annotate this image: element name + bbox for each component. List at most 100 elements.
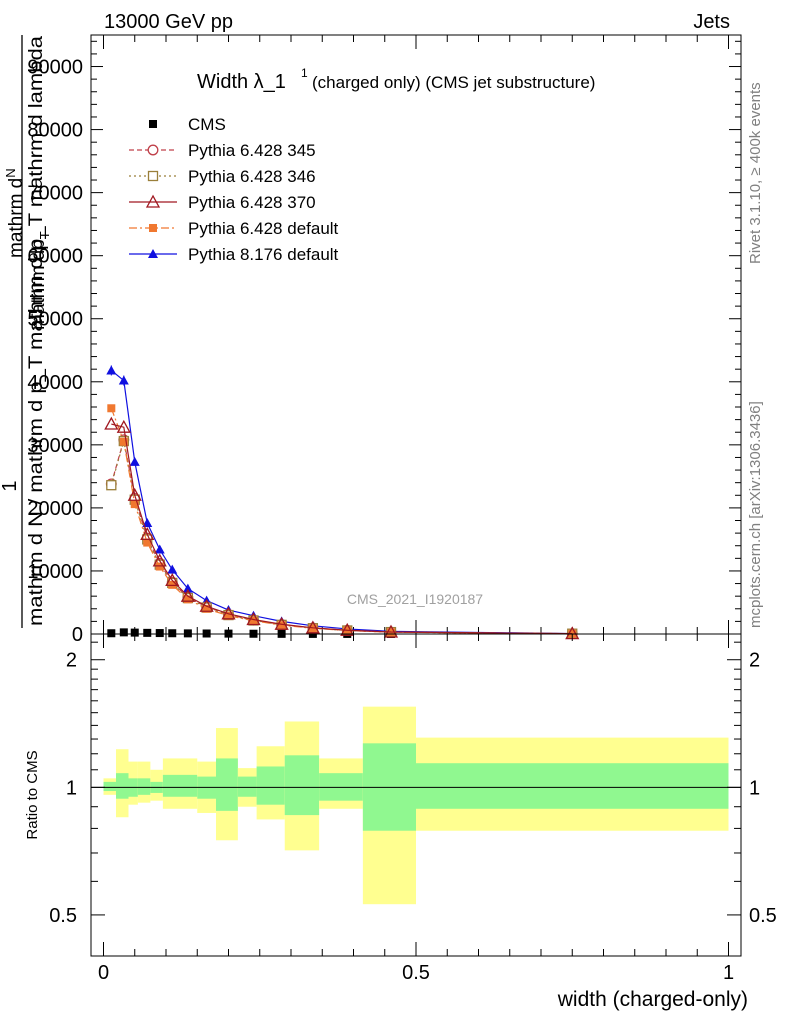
y-label-dpT: mathrm dpT (28, 231, 52, 330)
data-point-cms (143, 628, 152, 637)
ratio-y-ticks: 0.5 0.5 1 1 2 2 (49, 641, 777, 927)
ratio-y-tick-label: 2 (66, 650, 77, 672)
data-point-p6def (143, 538, 152, 547)
data-point-p370 (140, 527, 155, 541)
legend-label-p6def: Pythia 6.428 default (188, 219, 339, 238)
y-tick-label: 70000 (27, 183, 83, 205)
legend-marker-p370 (145, 194, 161, 208)
y-tick-label: 0 (72, 624, 83, 646)
y-tick-label: 20000 (27, 498, 83, 520)
legend-marker-p346 (147, 170, 159, 182)
main-plot: 0 10000 20000 30000 40000 50000 60000 70000 8000… (0, 34, 742, 646)
data-point-cms (119, 628, 128, 637)
legend-marker-p6def (149, 224, 157, 232)
ratio-inner-band (116, 773, 129, 799)
y-tick-label: 10000 (27, 561, 83, 583)
data-point-p370 (116, 419, 131, 433)
data-point-p6def (249, 616, 258, 625)
main-y-label: 1 mathrm d N / mathrm d p_T mathrm d p_T… (0, 35, 52, 628)
data-point-p370 (340, 622, 355, 636)
ratio-inner-band (216, 758, 238, 811)
chart-title-sup: 1 (301, 66, 308, 80)
data-point-p370 (199, 598, 214, 612)
data-point-cms (202, 629, 211, 638)
ratio-inner-band (416, 763, 729, 809)
series-line-p345 (110, 439, 573, 635)
data-point-p6def (119, 437, 128, 446)
x-tick-label: 0.5 (402, 962, 430, 984)
ratio-inner-band (237, 776, 257, 797)
y-tick-label: 30000 (27, 435, 83, 457)
legend-label-cms: CMS (188, 115, 226, 134)
data-point-p6def (224, 611, 233, 620)
source-label: mcplots.cern.ch [arXiv:1306.3436] (747, 401, 764, 628)
ratio-inner-band (137, 778, 151, 795)
data-point-p6def (155, 562, 164, 571)
data-point-p6def (130, 500, 139, 509)
process-label: Jets (693, 11, 730, 33)
x-axis-label: width (charged-only) (557, 988, 748, 1011)
legend-label-p346: Pythia 6.428 346 (188, 167, 316, 186)
ratio-inner-band (284, 755, 320, 816)
data-point-cms (183, 629, 192, 638)
series-line-p6def (110, 408, 573, 635)
main-y-ticks: 0 10000 20000 30000 40000 50000 60000 70000 8000… (27, 40, 741, 646)
legend-marker-cms (149, 120, 157, 128)
series-line-p8def (110, 369, 573, 635)
data-point-p370 (127, 487, 142, 501)
chart-title-rest: (charged only) (CMS jet substructure) (312, 73, 595, 92)
data-point-p8def (129, 456, 140, 466)
x-tick-label: 1 (723, 962, 734, 984)
y-label-T-sub: T (37, 231, 52, 239)
data-point-p370 (246, 612, 261, 626)
data-point-p6def (107, 404, 116, 413)
ratio-y-label: Ratio to CMS (24, 750, 41, 839)
y-label-denominator-1: mathrm d N / mathrm d p_T mathrm d p_T m… (26, 36, 47, 626)
main-series (104, 365, 580, 640)
analysis-watermark: CMS_2021_I1920187 (347, 591, 483, 607)
data-point-p370 (152, 553, 167, 567)
data-point-p370 (180, 588, 195, 602)
chart-title-main: Width λ_1 (197, 71, 286, 93)
legend: CMS Pythia 6.428 345 Pythia 6.428 346 Pythi… (129, 115, 339, 264)
ratio-inner-band (162, 774, 179, 797)
data-point-p370 (383, 624, 399, 638)
rivet-label: Rivet 3.1.10, ≥ 400k events (747, 82, 764, 264)
ratio-y-tick-label: 0.5 (49, 905, 77, 927)
legend-marker-p345 (147, 144, 159, 156)
ratio-inner-band (178, 774, 198, 797)
data-point-p370 (104, 416, 119, 430)
data-point-p8def (167, 564, 178, 574)
y-tick-label: 60000 (27, 246, 83, 268)
y-tick-label: 80000 (27, 120, 83, 142)
ratio-y-tick-label-right: 1 (749, 777, 760, 799)
data-point-cms (155, 629, 164, 638)
y-tick-label: 90000 (27, 57, 83, 79)
x-tick-label: 0 (98, 962, 109, 984)
data-point-p370 (221, 606, 236, 620)
data-point-p8def (154, 544, 165, 554)
ratio-inner-band (256, 766, 285, 805)
ratio-y-tick-label-right: 0.5 (749, 905, 777, 927)
legend-label-p8def: Pythia 8.176 default (188, 245, 339, 264)
data-point-p8def (182, 583, 193, 593)
data-point-cms (107, 629, 116, 638)
y-label-N: N (3, 168, 18, 177)
ratio-y-tick-label-right: 2 (749, 650, 760, 672)
energy-label: 13000 GeV pp (104, 11, 233, 33)
data-point-p346 (106, 480, 117, 491)
y-label-dN: mathrm dN (3, 168, 27, 258)
data-point-p370 (274, 616, 289, 630)
data-point-p6def (183, 595, 192, 604)
ratio-plot: 0.5 0.51 12 2 0 0.5 1 Ratio to CMS width (cha… (24, 633, 777, 1011)
y-label-numerator: 1 (0, 480, 21, 491)
data-point-cms (130, 628, 139, 637)
ratio-x-ticks: 0 0.5 1 (98, 634, 734, 984)
y-tick-label: 50000 (27, 309, 83, 331)
ratio-y-tick-label: 1 (66, 777, 77, 799)
ratio-inner-band (103, 781, 116, 792)
series-line-p370 (111, 423, 573, 635)
ratio-bands (103, 706, 729, 905)
data-point-p370 (305, 620, 320, 634)
